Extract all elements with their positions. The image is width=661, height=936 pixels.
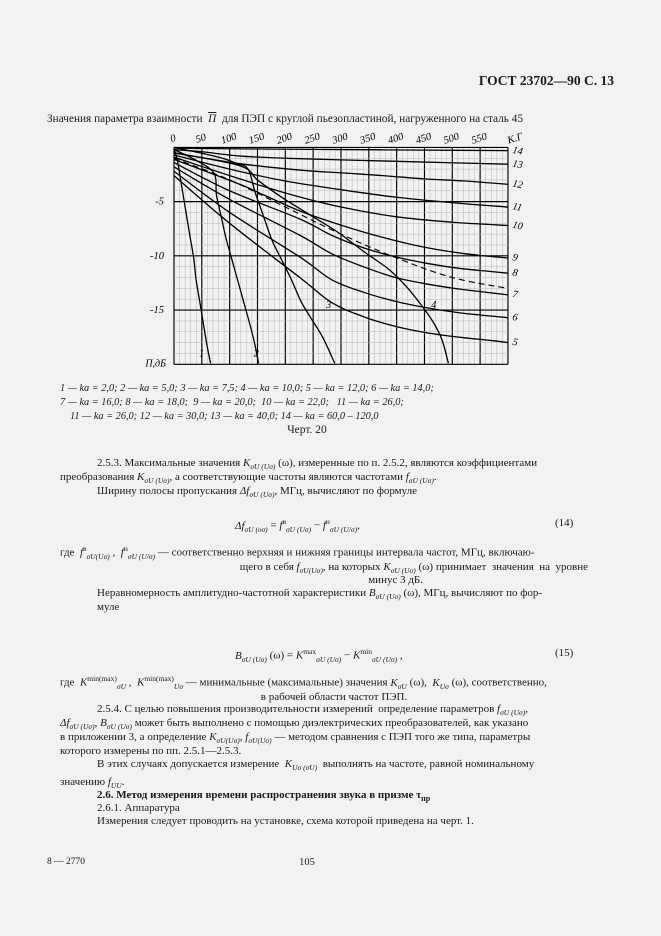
svg-text:9: 9 — [511, 252, 518, 264]
svg-text:300: 300 — [330, 131, 350, 147]
svg-text:12: 12 — [511, 178, 523, 191]
svg-text:250: 250 — [303, 131, 322, 147]
svg-text:-10: -10 — [150, 251, 165, 262]
svg-text:10: 10 — [511, 220, 524, 233]
svg-text:7: 7 — [511, 289, 519, 301]
svg-text:100: 100 — [220, 131, 239, 147]
svg-text:150: 150 — [248, 131, 267, 147]
svg-text:-15: -15 — [150, 305, 164, 316]
svg-text:8: 8 — [511, 267, 519, 279]
svg-text:350: 350 — [358, 131, 378, 147]
svg-text:6: 6 — [511, 312, 519, 324]
svg-text:3: 3 — [325, 300, 331, 311]
svg-text:-5: -5 — [155, 197, 164, 208]
svg-text:450: 450 — [415, 131, 434, 147]
svg-text:1: 1 — [199, 349, 204, 360]
svg-text:400: 400 — [387, 131, 406, 147]
svg-text:50: 50 — [194, 132, 208, 146]
svg-text:5: 5 — [511, 337, 518, 349]
svg-text:0: 0 — [169, 133, 178, 145]
svg-text:13: 13 — [511, 158, 523, 171]
svg-text:4: 4 — [431, 300, 437, 311]
svg-text:П,дБ: П,дБ — [144, 358, 166, 369]
svg-text:11: 11 — [511, 201, 523, 214]
svg-text:200: 200 — [275, 131, 294, 147]
svg-text:500: 500 — [442, 131, 461, 147]
svg-text:2: 2 — [254, 349, 260, 360]
svg-text:550: 550 — [470, 131, 489, 147]
svg-text:14: 14 — [511, 145, 523, 158]
